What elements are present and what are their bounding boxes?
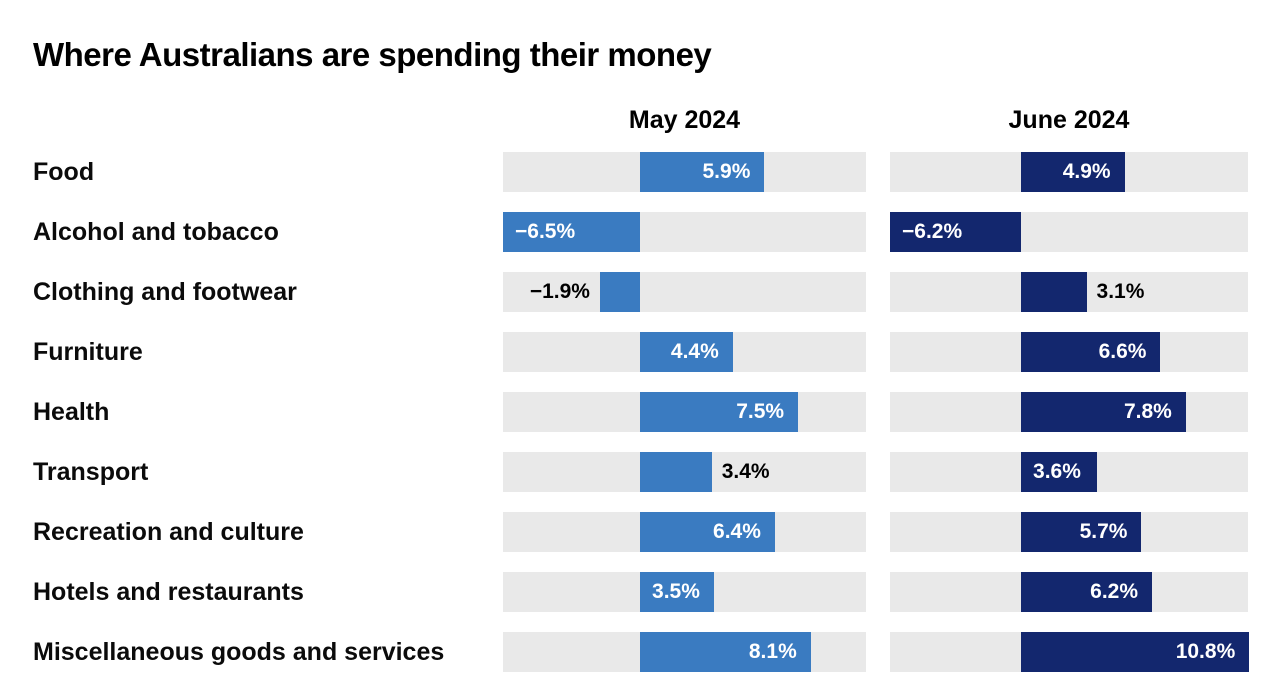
value-label: 3.6%	[1033, 460, 1081, 483]
category-label: Food	[33, 158, 95, 186]
column-header-june: June 2024	[1008, 106, 1130, 134]
bar-may	[640, 512, 775, 552]
value-label: 3.5%	[652, 580, 700, 603]
value-label: 7.5%	[736, 400, 785, 423]
value-label: −6.5%	[515, 220, 576, 243]
chart-row: Recreation and culture 6.4% 5.7%	[0, 512, 1288, 552]
bar-track-june: −6.2%	[890, 212, 1248, 252]
chart-row: Health 7.5% 7.8%	[0, 392, 1288, 432]
category-label: Alcohol and tobacco	[33, 218, 279, 246]
category-label: Transport	[33, 458, 149, 486]
value-label: 4.9%	[1062, 160, 1111, 183]
category-label: Clothing and footwear	[33, 278, 297, 306]
bar-track-june: 7.8%	[890, 392, 1248, 432]
bar-june	[890, 212, 1022, 252]
bar-may	[640, 452, 712, 492]
chart-row: Alcohol and tobacco −6.5% −6.2%	[0, 212, 1288, 252]
value-label: 10.8%	[1175, 640, 1236, 663]
bar-track-may: −6.5%	[503, 212, 866, 252]
bar-track-may: 3.4%	[503, 452, 866, 492]
category-label: Furniture	[33, 338, 143, 366]
category-label: Health	[33, 398, 110, 426]
value-label: 5.9%	[702, 160, 751, 183]
bar-june	[1021, 152, 1125, 192]
bar-may	[640, 572, 714, 612]
chart-title: Where Australians are spending their mon…	[33, 36, 712, 73]
bar-track-june: 5.7%	[890, 512, 1248, 552]
column-header-may: May 2024	[628, 106, 741, 134]
bar-june	[1021, 332, 1161, 372]
bar-track-june: 4.9%	[890, 152, 1248, 192]
category-label: Recreation and culture	[33, 518, 304, 546]
chart-row: Transport 3.4% 3.6%	[0, 452, 1288, 492]
bar-track-may: 7.5%	[503, 392, 866, 432]
value-label: −1.9%	[529, 280, 590, 303]
bar-track-may: 6.4%	[503, 512, 866, 552]
bar-track-june: 6.2%	[890, 572, 1248, 612]
value-label: 4.4%	[670, 340, 719, 363]
value-label: 8.1%	[748, 640, 797, 663]
chart-row: Hotels and restaurants 3.5% 6.2%	[0, 572, 1288, 612]
bar-track-may: −1.9%	[503, 272, 866, 312]
value-label: 3.1%	[1096, 280, 1145, 303]
bar-may	[640, 152, 765, 192]
bar-track-june: 3.1%	[890, 272, 1248, 312]
chart-row: Clothing and footwear −1.9% 3.1%	[0, 272, 1288, 312]
category-label: Hotels and restaurants	[33, 578, 304, 606]
value-label: 5.7%	[1079, 520, 1128, 543]
bar-june	[1021, 512, 1142, 552]
value-label: 6.6%	[1098, 340, 1147, 363]
bar-june	[1021, 452, 1098, 492]
bar-may	[640, 332, 733, 372]
chart-row: Miscellaneous goods and services 8.1% 10.8…	[0, 632, 1288, 672]
bar-june	[1021, 272, 1087, 312]
bar-track-may: 4.4%	[503, 332, 866, 372]
chart-row: Furniture 4.4% 6.6%	[0, 332, 1288, 372]
category-label: Miscellaneous goods and services	[33, 638, 445, 666]
bar-may	[640, 632, 811, 672]
bar-track-may: 3.5%	[503, 572, 866, 612]
value-label: 3.4%	[721, 460, 770, 483]
bar-track-june: 6.6%	[890, 332, 1248, 372]
bar-track-june: 10.8%	[890, 632, 1250, 672]
bar-june	[1021, 572, 1153, 612]
bar-june	[1021, 392, 1186, 432]
bar-june	[1021, 632, 1250, 672]
bar-may	[503, 212, 641, 252]
value-label: 7.8%	[1123, 400, 1172, 423]
bar-may	[640, 392, 799, 432]
chart-row: Food 5.9% 4.9%	[0, 152, 1288, 192]
bar-track-june: 3.6%	[890, 452, 1248, 492]
bar-track-may: 8.1%	[503, 632, 866, 672]
value-label: −6.2%	[902, 220, 963, 243]
bar-track-may: 5.9%	[503, 152, 866, 192]
value-label: 6.4%	[713, 520, 761, 543]
value-label: 6.2%	[1090, 580, 1139, 603]
bar-may	[599, 272, 640, 312]
